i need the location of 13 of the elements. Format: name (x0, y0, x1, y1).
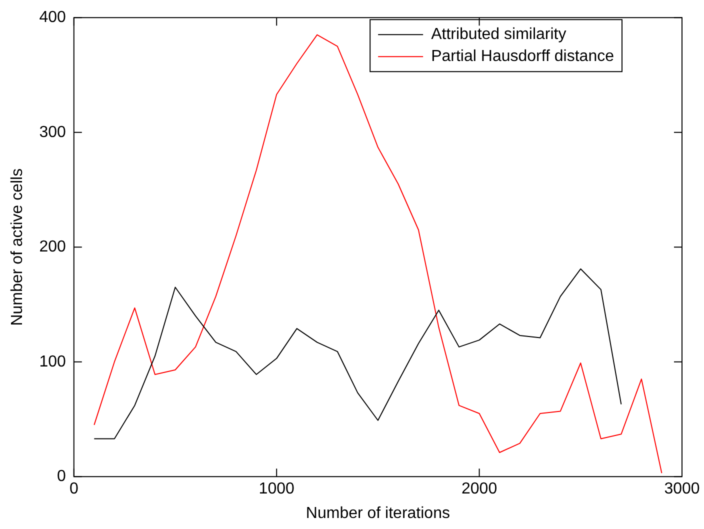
y-tick-label: 400 (39, 9, 66, 26)
y-axis-title: Number of active cells (9, 168, 26, 326)
y-tick-label: 0 (56, 468, 66, 486)
x-tick-label: 3000 (664, 480, 700, 498)
x-tick-label: 0 (69, 480, 78, 498)
legend-label: Attributed similarity (431, 26, 566, 44)
x-axis-title: Number of iterations (306, 504, 450, 522)
y-tick-label: 200 (39, 238, 66, 256)
y-tick-label: 100 (39, 353, 66, 370)
x-tick-label: 1000 (258, 480, 294, 498)
y-tick-label: 300 (39, 124, 66, 141)
x-tick-label: 2000 (462, 480, 498, 498)
legend-label: Partial Hausdorff distance (431, 48, 614, 66)
